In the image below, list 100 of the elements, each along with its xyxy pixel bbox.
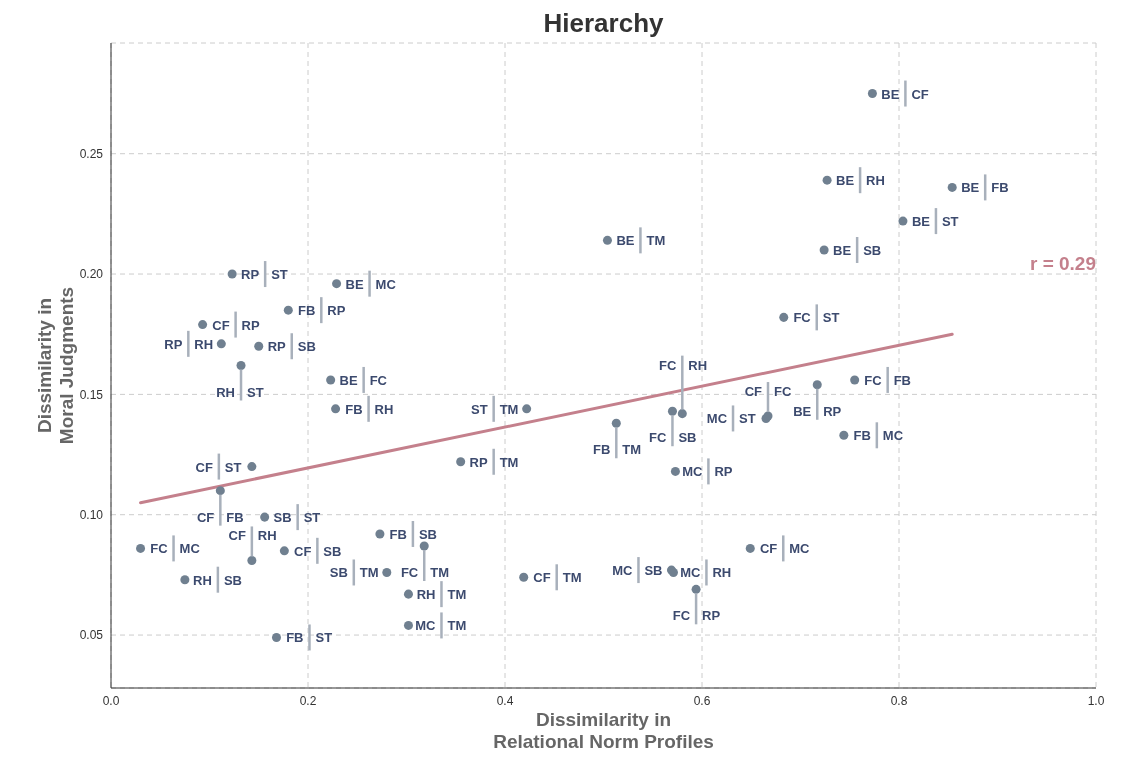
annotation: FC RH [658,357,708,373]
point [867,89,877,99]
annotation: FB RH [345,401,394,417]
point [403,589,413,599]
point [670,466,680,476]
x-tick-label: 0.4 [496,693,514,708]
point [332,279,342,289]
point [180,575,190,585]
annotation: CF MC [759,541,811,557]
annotation: BE TM [616,233,666,249]
point [216,339,226,349]
annotation: CF TM [533,570,582,586]
annotation: FC MC [150,541,201,557]
annotation: MC ST [706,411,756,427]
x-tick-label: 1.0 [1087,693,1105,708]
x-tick-label: 0.8 [890,693,908,708]
annotation: RP RH [164,336,214,352]
annotation: RH ST [216,384,264,400]
annotation: CF FB [196,509,244,525]
annotation: r = 0.29 [1029,253,1096,275]
point [822,175,832,185]
point [247,555,257,565]
x-tick-label: 0.0 [102,693,120,708]
y-axis-title: Dissimilarity in Moral Judgments [34,286,77,445]
point [667,406,677,416]
chart-title: Hierarchy [542,8,665,39]
point [254,341,264,351]
point [419,541,429,551]
y-tick-label: 0.10 [79,507,104,522]
annotation: BE SB [833,242,882,258]
annotation: CF RH [228,528,277,544]
point [375,529,385,539]
point [522,404,532,414]
y-tick-label: 0.25 [79,146,104,161]
point [745,543,755,553]
annotation: FB SB [389,526,437,542]
point [271,632,281,642]
annotation: ST TM [471,401,519,417]
point [611,418,621,428]
annotation: FB TM [592,442,642,458]
annotation: SB ST [273,510,321,526]
point [326,375,336,385]
annotation: RP TM [469,454,519,470]
point [227,269,237,279]
point [215,486,225,496]
x-axis-title: Dissimilarity in Relational Norm Profiles [493,709,714,752]
point [247,462,257,472]
point [136,543,146,553]
point [403,620,413,630]
y-tick-label: 0.20 [79,267,104,282]
annotation: FC TM [400,565,450,580]
point [198,320,208,330]
annotation: CF RP [212,317,260,333]
point [677,409,687,419]
y-tick-label: 0.15 [79,387,104,402]
point [283,305,293,315]
point [236,360,246,371]
annotation: BE FB [961,180,1009,196]
annotation: BE CF [881,86,929,102]
point [850,375,860,385]
annotation: CF ST [195,459,242,475]
point [260,512,270,522]
annotation: FC FB [864,372,912,388]
point [819,245,829,255]
annotation: FB ST [286,630,333,646]
y-tick-label: 0.05 [79,628,104,643]
point [898,216,908,226]
annotation: SB TM [329,565,379,581]
annotation: RP SB [267,339,316,355]
point [519,572,529,582]
annotation: MC SB [612,563,663,579]
annotation: BE ST [911,214,959,230]
annotation: MC TM [415,618,467,634]
annotation: FC SB [649,430,697,446]
annotation: BE MC [345,276,397,292]
annotation: MC RP [682,464,733,480]
annotation: CF SB [294,543,342,559]
point [602,235,612,245]
x-tick-label: 0.2 [299,693,317,708]
annotation: RP ST [241,267,288,283]
annotation: FC RP [672,608,721,624]
point [812,380,822,390]
point [331,404,341,414]
point [456,457,466,467]
annotation: RH SB [193,572,242,588]
annotation: FB MC [853,428,904,444]
annotation: FB RP [297,303,346,319]
annotation: BE RP [793,403,842,419]
point [691,584,701,594]
point [779,312,789,322]
annotation: MC RH [680,565,732,581]
point [947,182,957,192]
annotation: BE FC [339,372,388,388]
x-tick-label: 0.6 [693,693,711,708]
point [279,546,289,556]
point [839,430,849,440]
annotation: CF FC [744,384,792,400]
annotation: FC ST [793,310,840,326]
annotation: RH TM [416,587,467,603]
point [382,567,392,577]
